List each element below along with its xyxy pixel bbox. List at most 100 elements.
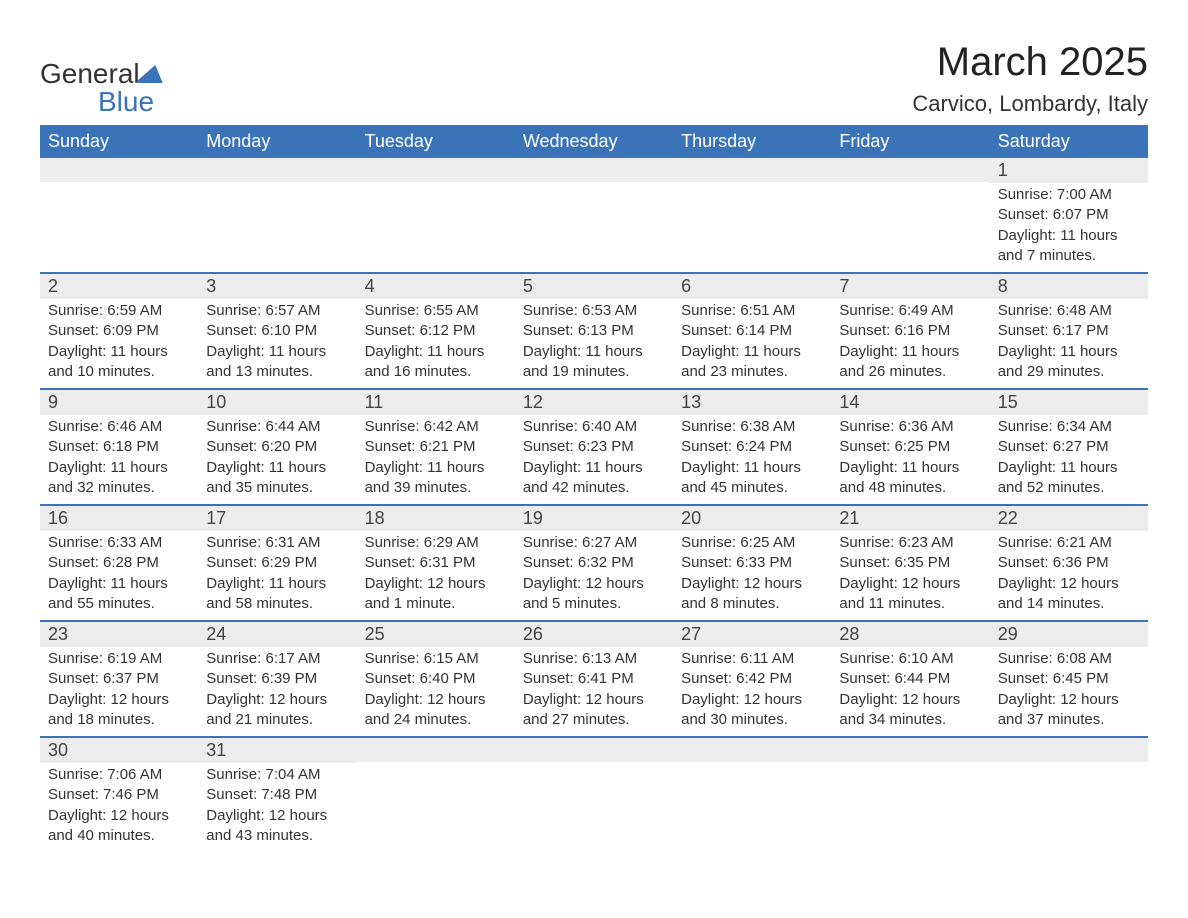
daylight-line: Daylight: 11 hours and 58 minutes. bbox=[206, 574, 348, 615]
title-block: March 2025 Carvico, Lombardy, Italy bbox=[912, 40, 1148, 117]
sunrise-line: Sunrise: 6:53 AM bbox=[523, 301, 665, 321]
sunrise-line: Sunrise: 6:38 AM bbox=[681, 417, 823, 437]
day-number bbox=[673, 738, 831, 762]
day-number: 17 bbox=[198, 506, 356, 531]
sunrise-line: Sunrise: 6:48 AM bbox=[998, 301, 1140, 321]
daylight-line: Daylight: 11 hours and 29 minutes. bbox=[998, 342, 1140, 383]
sunset-line: Sunset: 6:27 PM bbox=[998, 437, 1140, 457]
calendar-cell: 1Sunrise: 7:00 AMSunset: 6:07 PMDaylight… bbox=[990, 158, 1148, 273]
sunrise-line: Sunrise: 6:11 AM bbox=[681, 649, 823, 669]
sunset-line: Sunset: 6:21 PM bbox=[365, 437, 507, 457]
sunrise-line: Sunrise: 6:19 AM bbox=[48, 649, 190, 669]
sunset-line: Sunset: 6:31 PM bbox=[365, 553, 507, 573]
sunset-line: Sunset: 7:48 PM bbox=[206, 785, 348, 805]
day-details bbox=[40, 182, 198, 190]
day-details: Sunrise: 6:48 AMSunset: 6:17 PMDaylight:… bbox=[990, 299, 1148, 388]
sunrise-line: Sunrise: 6:46 AM bbox=[48, 417, 190, 437]
calendar-week-row: 2Sunrise: 6:59 AMSunset: 6:09 PMDaylight… bbox=[40, 273, 1148, 389]
sunrise-line: Sunrise: 6:23 AM bbox=[839, 533, 981, 553]
daylight-line: Daylight: 11 hours and 48 minutes. bbox=[839, 458, 981, 499]
day-details: Sunrise: 6:38 AMSunset: 6:24 PMDaylight:… bbox=[673, 415, 831, 504]
sunset-line: Sunset: 6:28 PM bbox=[48, 553, 190, 573]
day-details: Sunrise: 6:17 AMSunset: 6:39 PMDaylight:… bbox=[198, 647, 356, 736]
calendar-week-row: 9Sunrise: 6:46 AMSunset: 6:18 PMDaylight… bbox=[40, 389, 1148, 505]
day-number: 27 bbox=[673, 622, 831, 647]
calendar-week-row: 23Sunrise: 6:19 AMSunset: 6:37 PMDayligh… bbox=[40, 621, 1148, 737]
sunset-line: Sunset: 6:16 PM bbox=[839, 321, 981, 341]
page-header: General Blue March 2025 Carvico, Lombard… bbox=[40, 40, 1148, 117]
sunset-line: Sunset: 6:24 PM bbox=[681, 437, 823, 457]
sunset-line: Sunset: 6:41 PM bbox=[523, 669, 665, 689]
calendar-cell bbox=[673, 737, 831, 852]
day-details: Sunrise: 6:59 AMSunset: 6:09 PMDaylight:… bbox=[40, 299, 198, 388]
day-number: 15 bbox=[990, 390, 1148, 415]
day-number bbox=[515, 738, 673, 762]
sunrise-line: Sunrise: 6:29 AM bbox=[365, 533, 507, 553]
day-number bbox=[40, 158, 198, 182]
weekday-header: Saturday bbox=[990, 125, 1148, 158]
day-details: Sunrise: 6:31 AMSunset: 6:29 PMDaylight:… bbox=[198, 531, 356, 620]
day-details: Sunrise: 6:19 AMSunset: 6:37 PMDaylight:… bbox=[40, 647, 198, 736]
brand-name-part2: Blue bbox=[98, 86, 154, 117]
calendar-cell: 18Sunrise: 6:29 AMSunset: 6:31 PMDayligh… bbox=[357, 505, 515, 621]
sunrise-line: Sunrise: 6:42 AM bbox=[365, 417, 507, 437]
calendar-cell: 30Sunrise: 7:06 AMSunset: 7:46 PMDayligh… bbox=[40, 737, 198, 852]
calendar-cell bbox=[673, 158, 831, 273]
day-number: 5 bbox=[515, 274, 673, 299]
day-number: 13 bbox=[673, 390, 831, 415]
day-number: 7 bbox=[831, 274, 989, 299]
day-number bbox=[831, 158, 989, 182]
sunrise-line: Sunrise: 6:40 AM bbox=[523, 417, 665, 437]
sunset-line: Sunset: 6:18 PM bbox=[48, 437, 190, 457]
calendar-week-row: 16Sunrise: 6:33 AMSunset: 6:28 PMDayligh… bbox=[40, 505, 1148, 621]
daylight-line: Daylight: 11 hours and 16 minutes. bbox=[365, 342, 507, 383]
calendar-cell bbox=[198, 158, 356, 273]
day-number: 24 bbox=[198, 622, 356, 647]
sunset-line: Sunset: 6:32 PM bbox=[523, 553, 665, 573]
sunrise-line: Sunrise: 6:25 AM bbox=[681, 533, 823, 553]
day-number bbox=[515, 158, 673, 182]
day-details: Sunrise: 6:40 AMSunset: 6:23 PMDaylight:… bbox=[515, 415, 673, 504]
calendar-cell: 12Sunrise: 6:40 AMSunset: 6:23 PMDayligh… bbox=[515, 389, 673, 505]
brand-name-part1: General bbox=[40, 58, 140, 89]
daylight-line: Daylight: 11 hours and 26 minutes. bbox=[839, 342, 981, 383]
sunset-line: Sunset: 6:13 PM bbox=[523, 321, 665, 341]
brand-triangle-icon bbox=[134, 65, 169, 83]
day-details: Sunrise: 6:55 AMSunset: 6:12 PMDaylight:… bbox=[357, 299, 515, 388]
day-details: Sunrise: 7:06 AMSunset: 7:46 PMDaylight:… bbox=[40, 763, 198, 852]
calendar-cell: 28Sunrise: 6:10 AMSunset: 6:44 PMDayligh… bbox=[831, 621, 989, 737]
day-number bbox=[357, 738, 515, 762]
calendar-cell bbox=[831, 158, 989, 273]
day-number: 30 bbox=[40, 738, 198, 763]
daylight-line: Daylight: 12 hours and 5 minutes. bbox=[523, 574, 665, 615]
sunset-line: Sunset: 6:17 PM bbox=[998, 321, 1140, 341]
sunrise-line: Sunrise: 6:08 AM bbox=[998, 649, 1140, 669]
calendar-cell: 16Sunrise: 6:33 AMSunset: 6:28 PMDayligh… bbox=[40, 505, 198, 621]
daylight-line: Daylight: 12 hours and 8 minutes. bbox=[681, 574, 823, 615]
calendar-cell: 22Sunrise: 6:21 AMSunset: 6:36 PMDayligh… bbox=[990, 505, 1148, 621]
calendar-week-row: 1Sunrise: 7:00 AMSunset: 6:07 PMDaylight… bbox=[40, 158, 1148, 273]
sunset-line: Sunset: 6:40 PM bbox=[365, 669, 507, 689]
calendar-cell bbox=[357, 158, 515, 273]
daylight-line: Daylight: 11 hours and 45 minutes. bbox=[681, 458, 823, 499]
daylight-line: Daylight: 12 hours and 18 minutes. bbox=[48, 690, 190, 731]
calendar-cell: 17Sunrise: 6:31 AMSunset: 6:29 PMDayligh… bbox=[198, 505, 356, 621]
sunset-line: Sunset: 6:20 PM bbox=[206, 437, 348, 457]
sunset-line: Sunset: 6:37 PM bbox=[48, 669, 190, 689]
sunset-line: Sunset: 6:33 PM bbox=[681, 553, 823, 573]
day-details bbox=[673, 182, 831, 190]
calendar-cell: 5Sunrise: 6:53 AMSunset: 6:13 PMDaylight… bbox=[515, 273, 673, 389]
sunrise-line: Sunrise: 6:55 AM bbox=[365, 301, 507, 321]
calendar-cell bbox=[515, 737, 673, 852]
day-details bbox=[515, 182, 673, 190]
day-number: 4 bbox=[357, 274, 515, 299]
calendar-cell: 24Sunrise: 6:17 AMSunset: 6:39 PMDayligh… bbox=[198, 621, 356, 737]
calendar-cell: 3Sunrise: 6:57 AMSunset: 6:10 PMDaylight… bbox=[198, 273, 356, 389]
day-number bbox=[831, 738, 989, 762]
day-number: 20 bbox=[673, 506, 831, 531]
location-subtitle: Carvico, Lombardy, Italy bbox=[912, 91, 1148, 117]
sunrise-line: Sunrise: 6:34 AM bbox=[998, 417, 1140, 437]
day-number: 28 bbox=[831, 622, 989, 647]
day-details: Sunrise: 6:27 AMSunset: 6:32 PMDaylight:… bbox=[515, 531, 673, 620]
daylight-line: Daylight: 12 hours and 24 minutes. bbox=[365, 690, 507, 731]
